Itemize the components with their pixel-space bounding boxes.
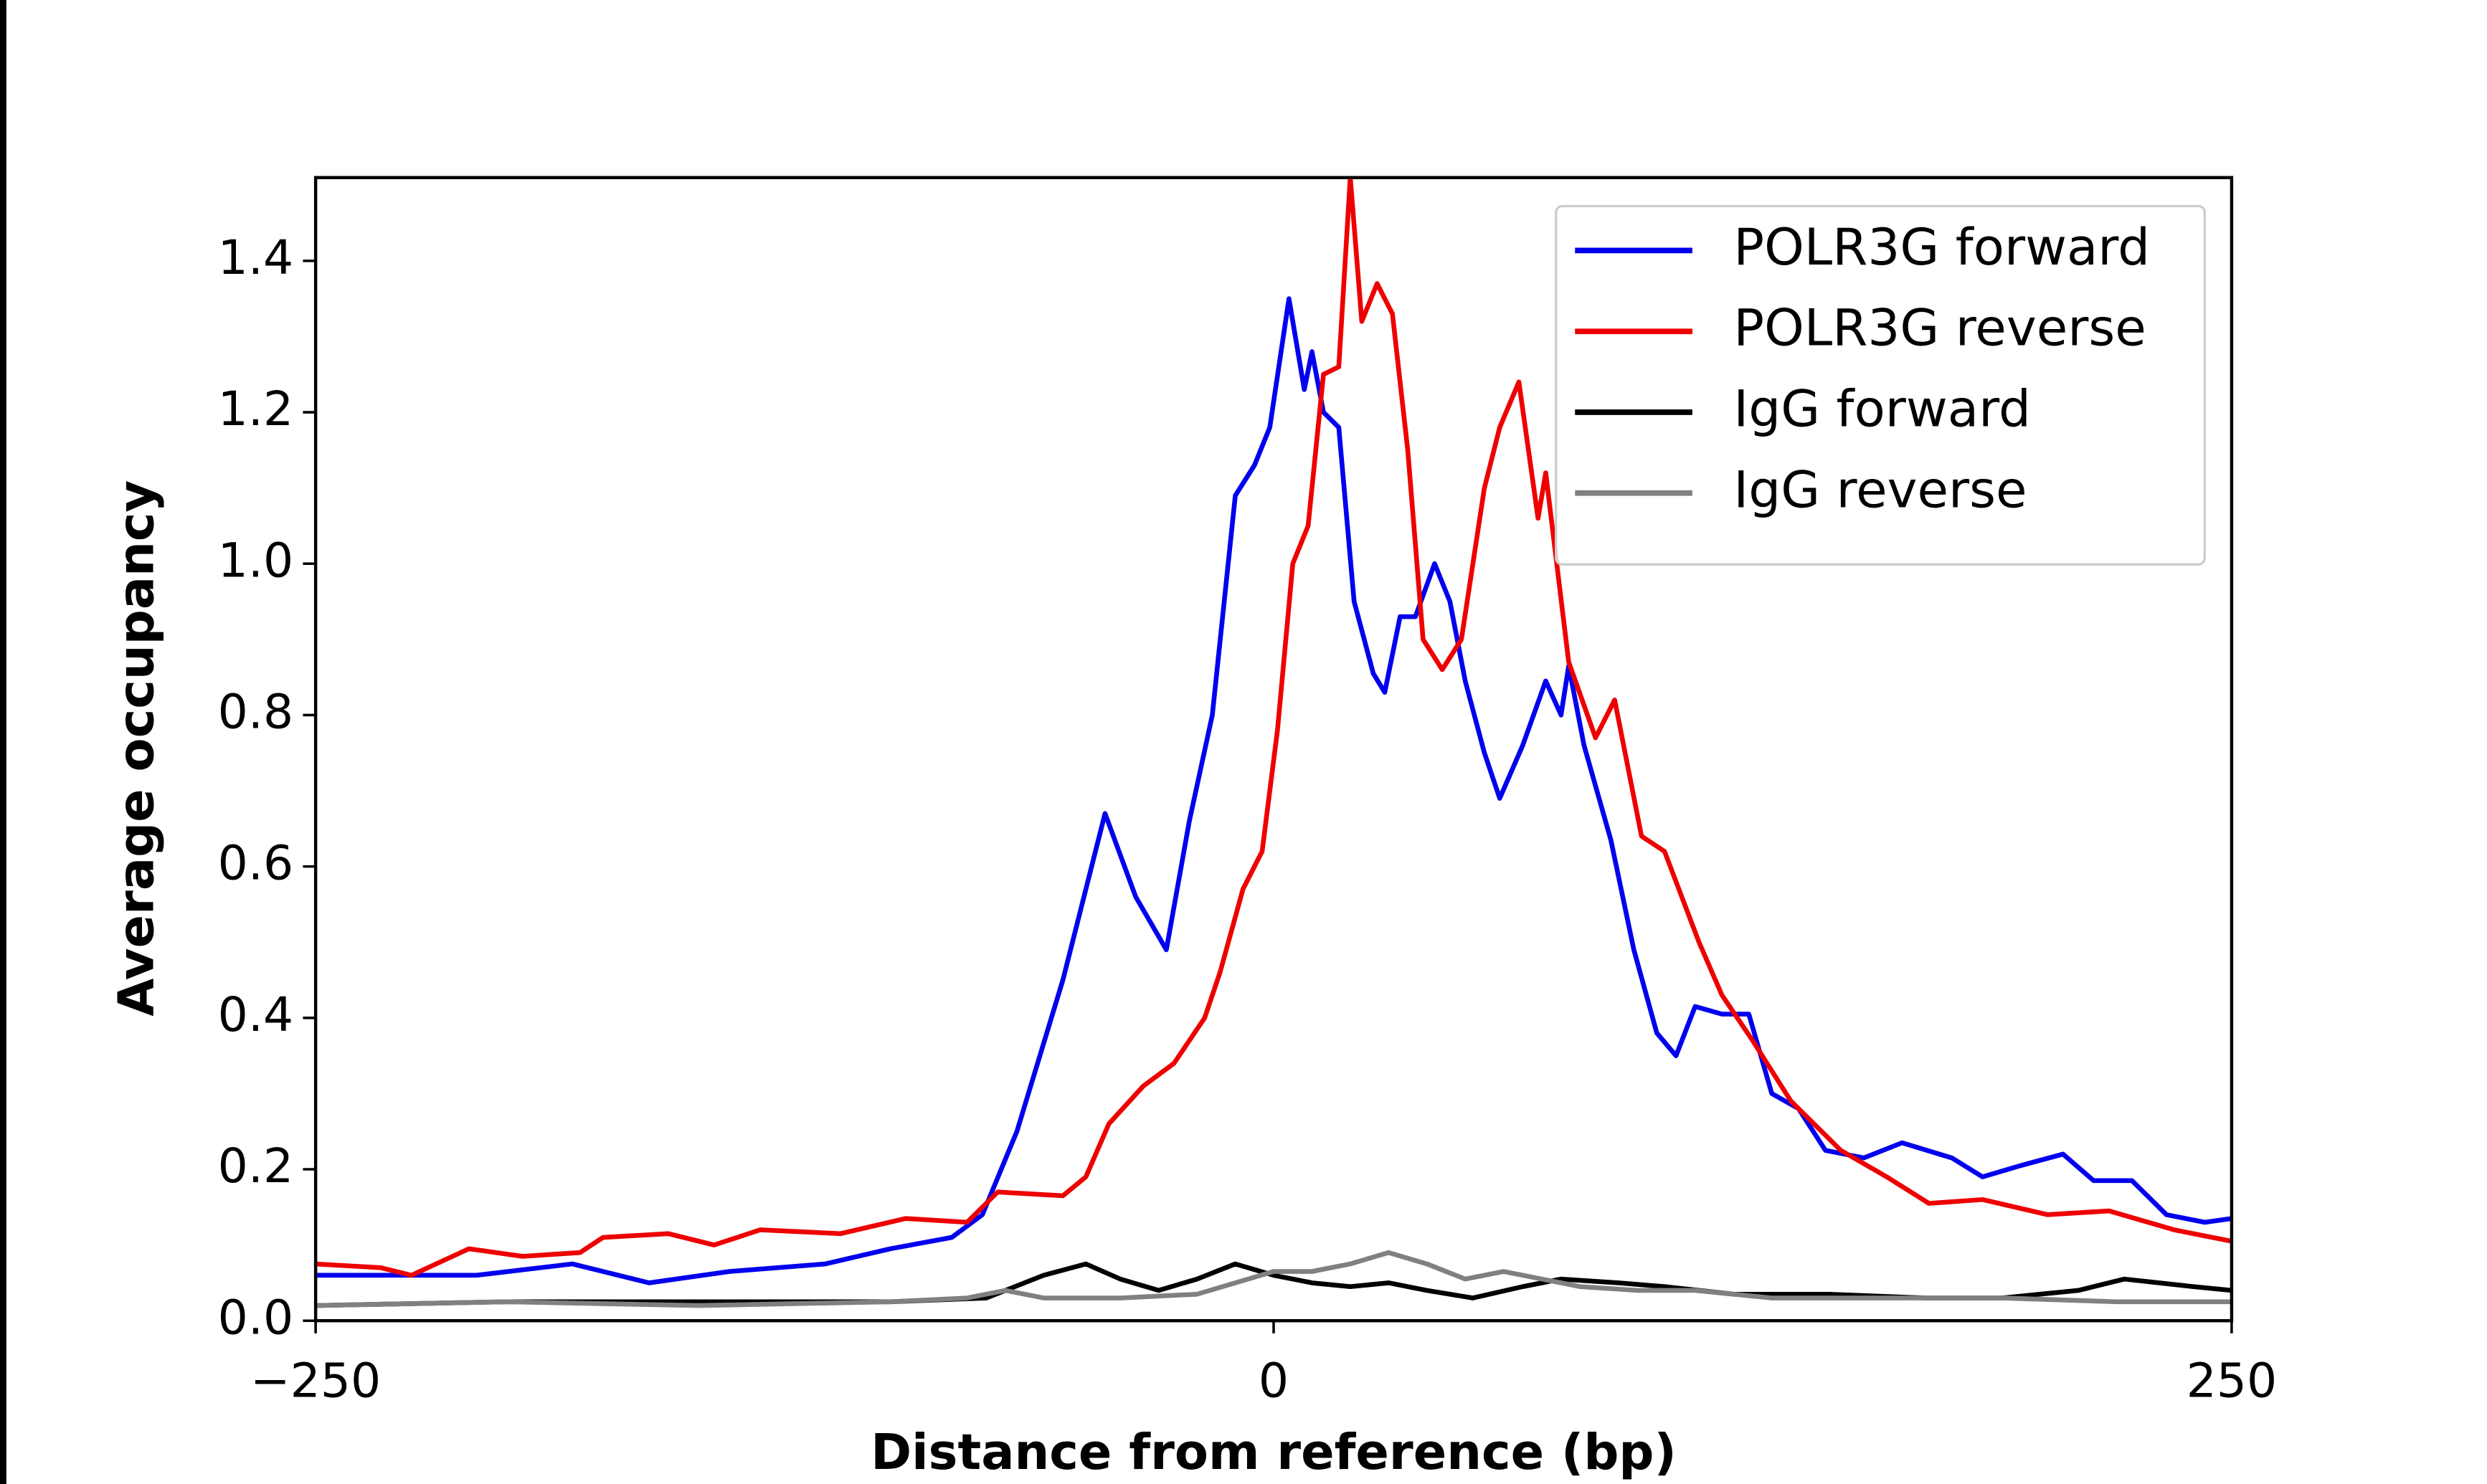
y-tick-label: 0.2 xyxy=(218,1138,293,1194)
y-tick-label: 1.0 xyxy=(218,532,293,588)
x-tick-label: 0 xyxy=(1259,1353,1289,1409)
y-tick-label: 0.8 xyxy=(218,683,293,739)
legend-label: POLR3G reverse xyxy=(1733,298,2146,358)
legend-box xyxy=(1555,204,2206,566)
plot-lines xyxy=(316,177,2232,1308)
series-line xyxy=(316,1250,2232,1308)
legend-label: POLR3G forward xyxy=(1733,217,2150,277)
y-axis-label: Average occupancy xyxy=(108,480,166,1017)
series-line xyxy=(316,177,2232,1278)
left-border xyxy=(0,0,6,1484)
y-tick-label: 0.6 xyxy=(218,835,293,891)
series-line xyxy=(316,296,2232,1285)
y-tick-label: 0.0 xyxy=(218,1289,293,1345)
y-tick-label: 1.2 xyxy=(218,381,293,437)
y-tick-label: 0.4 xyxy=(218,986,293,1042)
legend-label: IgG reverse xyxy=(1733,460,2027,519)
legend-label: IgG forward xyxy=(1733,379,2030,439)
x-tick-label: −250 xyxy=(250,1353,381,1409)
x-tick-label: 250 xyxy=(2187,1353,2278,1409)
y-tick-label: 1.4 xyxy=(218,229,293,285)
legend: POLR3G forward POLR3G reverse IgG forward I… xyxy=(1555,204,2206,566)
x-axis-label: Distance from reference (bp) xyxy=(871,1424,1677,1481)
